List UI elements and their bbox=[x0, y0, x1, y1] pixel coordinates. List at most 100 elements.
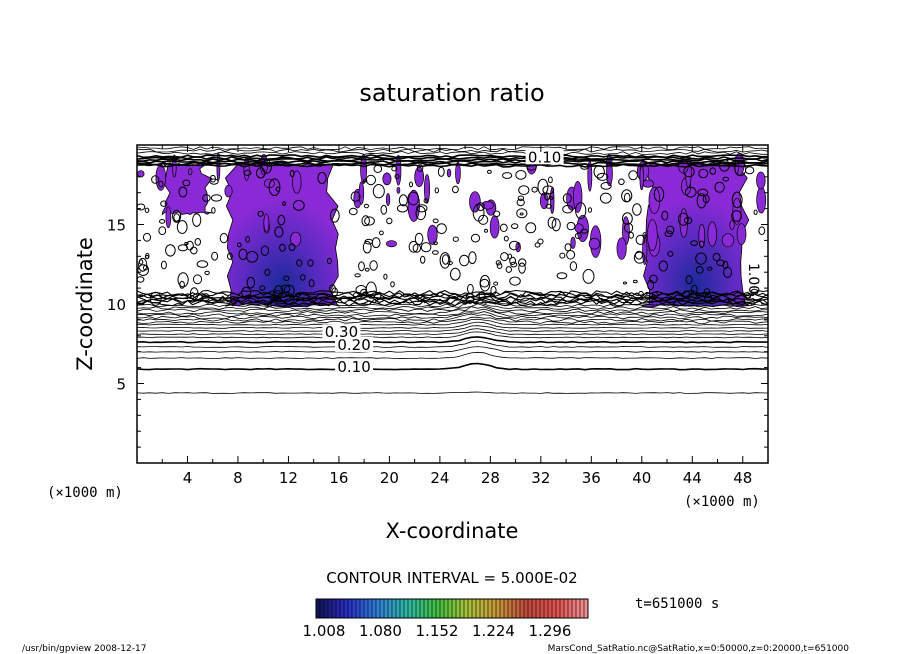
supersat-blob bbox=[263, 213, 270, 233]
noise-contour bbox=[379, 230, 384, 236]
colorbar-cell bbox=[324, 599, 329, 618]
noise-contour bbox=[649, 274, 658, 284]
supersat-blob bbox=[648, 186, 661, 214]
noise-contour bbox=[632, 203, 642, 216]
colorbar-cell bbox=[380, 599, 385, 618]
noise-contour bbox=[452, 185, 459, 194]
supersat-blob bbox=[446, 168, 452, 178]
noise-contour bbox=[667, 251, 674, 257]
colorbar-cell bbox=[460, 599, 465, 618]
noise-contour bbox=[329, 208, 340, 223]
noise-contour bbox=[219, 232, 229, 244]
noise-contour bbox=[587, 207, 593, 213]
contour-lines bbox=[137, 146, 768, 394]
colorbar-cell bbox=[488, 599, 493, 618]
noise-contour bbox=[296, 259, 303, 267]
noise-contour bbox=[362, 179, 368, 183]
noise-contour bbox=[492, 210, 501, 218]
chart-title: saturation ratio bbox=[359, 79, 544, 107]
noise-contour bbox=[179, 280, 185, 289]
x-tick-label: 48 bbox=[733, 469, 752, 487]
contour-line-4 bbox=[137, 340, 768, 348]
noise-contour bbox=[202, 194, 211, 202]
noise-contour bbox=[517, 195, 525, 202]
noise-contour bbox=[534, 242, 541, 248]
noise-contour bbox=[292, 200, 305, 211]
supersat-blob bbox=[137, 170, 145, 178]
noise-contour bbox=[317, 171, 327, 185]
noise-contour bbox=[371, 237, 381, 249]
noise-contour bbox=[574, 232, 582, 239]
noise-contour bbox=[502, 172, 513, 179]
noise-contour bbox=[628, 170, 638, 181]
x-tick-label: 8 bbox=[233, 469, 243, 487]
noise-contour bbox=[261, 159, 272, 174]
colorbar-cell bbox=[388, 599, 393, 618]
noise-contour bbox=[436, 223, 447, 235]
noise-contour bbox=[186, 240, 194, 251]
noise-contour bbox=[635, 234, 646, 245]
supersat-blob bbox=[539, 192, 549, 210]
noise-contour bbox=[177, 244, 188, 252]
noise-contour bbox=[415, 206, 427, 221]
noise-contour bbox=[190, 246, 198, 255]
noise-contour bbox=[243, 169, 252, 176]
colorbar-cell bbox=[552, 599, 557, 618]
noise-contour bbox=[192, 274, 203, 285]
noise-contour bbox=[624, 222, 634, 233]
contour-line-12 bbox=[137, 313, 768, 322]
noise-contour bbox=[441, 254, 450, 265]
noise-contour bbox=[499, 223, 508, 233]
noise-contour bbox=[551, 218, 561, 232]
noise-contour bbox=[496, 262, 503, 270]
noise-contour bbox=[245, 236, 251, 243]
colorbar-cell bbox=[512, 599, 517, 618]
noise-contour bbox=[177, 272, 189, 288]
noise-contour bbox=[211, 251, 219, 261]
colorbar bbox=[315, 598, 589, 619]
x-tick-label: 20 bbox=[380, 469, 399, 487]
noise-contour bbox=[511, 223, 519, 230]
noise-contour bbox=[622, 212, 633, 225]
noise-contour bbox=[642, 232, 648, 239]
noise-contour bbox=[144, 207, 150, 214]
noise-contour bbox=[151, 175, 160, 184]
noise-contour bbox=[516, 198, 525, 207]
contour-field: 0.10 0.200.30 0.10 1.00 bbox=[137, 146, 768, 394]
noise-contour bbox=[246, 250, 259, 263]
noise-contour bbox=[537, 178, 549, 196]
noise-contour bbox=[210, 194, 223, 202]
supersat-blob bbox=[224, 184, 233, 198]
colorbar-cell bbox=[484, 599, 489, 618]
noise-contour bbox=[209, 174, 216, 183]
noise-contour bbox=[468, 251, 477, 265]
contour-line-10 bbox=[137, 318, 768, 326]
noise-contour bbox=[678, 212, 689, 226]
colorbar-cell bbox=[428, 599, 433, 618]
colorbar-cell bbox=[524, 599, 529, 618]
supersat-blob bbox=[358, 181, 365, 205]
noise-contour bbox=[658, 260, 668, 272]
noise-contour bbox=[519, 212, 524, 216]
noise-contour bbox=[479, 274, 491, 292]
colorbar-cell bbox=[436, 599, 441, 618]
noise-contour bbox=[182, 179, 191, 187]
supersat-blob bbox=[165, 206, 172, 229]
noise-contour bbox=[647, 279, 655, 291]
colorbar-cell bbox=[392, 599, 397, 618]
noise-contour bbox=[621, 189, 633, 203]
colorbar-cell bbox=[584, 599, 589, 618]
noise-contour bbox=[707, 266, 713, 271]
supersat-blob bbox=[588, 237, 601, 250]
noise-contour bbox=[192, 213, 202, 227]
noise-contour bbox=[666, 225, 675, 235]
noise-contour bbox=[566, 221, 576, 231]
noise-contour bbox=[364, 216, 375, 226]
noise-contour bbox=[282, 201, 287, 206]
noise-contour bbox=[227, 252, 233, 260]
noise-contour bbox=[495, 260, 502, 266]
supersat-blob bbox=[732, 197, 742, 225]
noise-contour bbox=[503, 235, 509, 242]
colorbar-cell bbox=[408, 599, 413, 618]
noise-contour bbox=[722, 176, 730, 182]
